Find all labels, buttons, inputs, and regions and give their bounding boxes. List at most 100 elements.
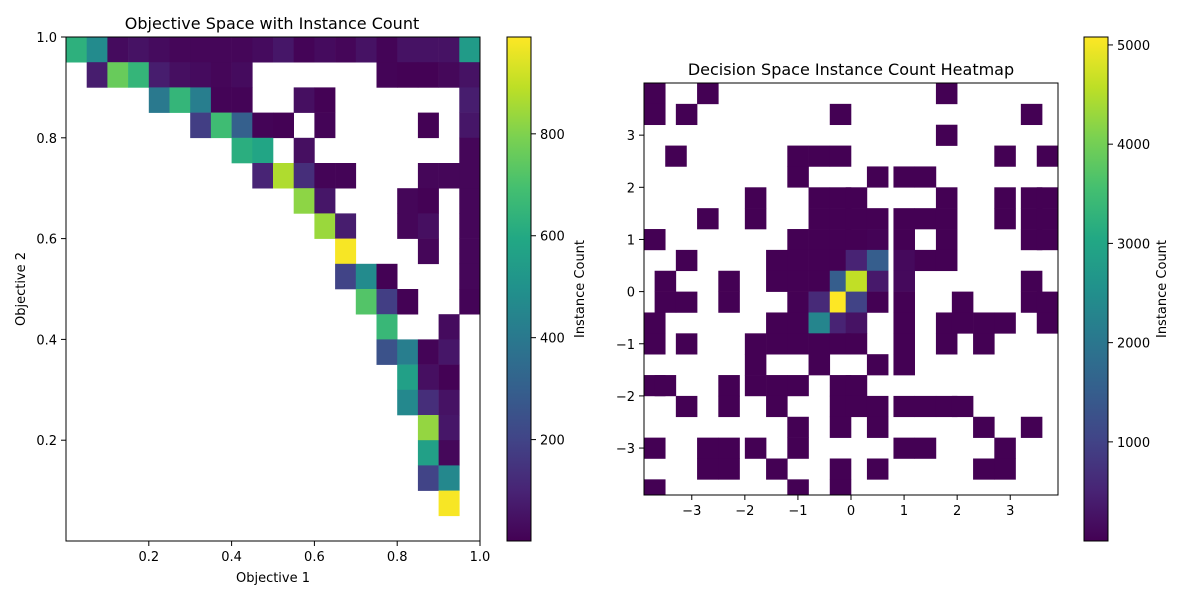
chart-1-cell	[438, 440, 460, 466]
y-tick-label: −1	[616, 338, 635, 353]
chart-2-cell	[866, 229, 889, 251]
chart-2-cell	[935, 249, 958, 272]
chart-2-cell	[1020, 270, 1043, 292]
chart-1-cell	[210, 62, 232, 88]
y-tick-label: 0.8	[36, 132, 57, 147]
chart-1-cell	[376, 314, 398, 340]
chart-1-cell	[148, 37, 170, 63]
x-tick-label: 1.0	[470, 550, 491, 565]
chart-2-cell	[914, 208, 937, 230]
chart-2-cell	[973, 416, 995, 438]
chart-1-cells	[66, 37, 481, 517]
y-tick-label: 0.4	[36, 333, 57, 348]
chart-2-cell	[914, 249, 937, 272]
x-tick-label: 0.8	[387, 550, 408, 565]
chart-2-cell	[866, 166, 889, 188]
chart-1-cell	[86, 37, 108, 63]
chart-2-cells	[644, 83, 1059, 496]
chart-1-cell	[459, 289, 481, 315]
chart-2-cell	[973, 333, 995, 355]
colorbar-2-ticks: 1000 2000 3000 4000 5000	[1108, 39, 1150, 451]
x-tick-label: 2	[953, 504, 961, 519]
colorbar-2-label: Instance Count	[1155, 240, 1170, 338]
chart-2-cell	[808, 333, 831, 355]
x-tick-label: 0.4	[221, 550, 242, 565]
chart-2-cell	[675, 249, 698, 272]
y-tick-label: −2	[616, 390, 635, 405]
chart-2-cell	[845, 291, 868, 313]
chart-2-cell	[829, 145, 852, 167]
chart-1-cell	[417, 389, 439, 416]
y-tick-label: 0.2	[36, 434, 57, 449]
chart-2-cell	[1036, 208, 1059, 230]
chart-2-cell	[935, 187, 958, 209]
chart-1-cell	[417, 339, 439, 365]
x-tick-label: 1	[900, 504, 908, 519]
chart-1-cell	[438, 314, 460, 340]
chart-2-cell	[845, 395, 868, 418]
chart-1-cell	[417, 112, 439, 139]
chart-1-cell	[417, 213, 439, 239]
chart-2-cell	[787, 375, 809, 397]
chart-1-cell	[335, 163, 357, 189]
colorbar-1	[506, 36, 532, 542]
chart-2-cell	[718, 270, 740, 292]
y-tick-label: 3	[627, 129, 635, 144]
chart-2-cell	[1036, 187, 1059, 209]
chart-2-cell	[845, 312, 868, 334]
chart-2-cell	[914, 166, 937, 188]
chart-2-cell	[893, 291, 915, 313]
chart-1-cell	[231, 62, 253, 88]
colorbar-tick-label: 2000	[1117, 337, 1150, 352]
chart-1-cell	[335, 263, 357, 290]
x-tick-label: −1	[788, 504, 807, 519]
chart-1-cell	[397, 339, 419, 365]
chart-1-cell	[335, 238, 357, 265]
chart-2-cell	[718, 395, 740, 418]
chart-1-cell	[86, 62, 108, 88]
chart-1-cell	[417, 238, 439, 265]
chart-2-cell	[845, 208, 868, 230]
chart-2-cell	[1036, 229, 1059, 251]
chart-2-cell	[951, 291, 974, 313]
chart-1-cell	[210, 37, 232, 63]
chart-2-cell	[744, 437, 767, 459]
chart-2-cell	[654, 270, 677, 292]
chart-2-cell	[1036, 291, 1059, 313]
chart-2-cell	[665, 145, 687, 167]
chart-2-cell	[829, 458, 852, 480]
colorbar-tick-label: 5000	[1117, 39, 1150, 54]
chart-1-cell	[148, 62, 170, 88]
chart-2-cell	[829, 103, 852, 126]
chart-2-cell	[845, 375, 868, 397]
chart-1-cell	[459, 87, 481, 113]
chart-1-cell	[459, 137, 481, 164]
chart-2-cell	[787, 312, 809, 334]
chart-2-cell	[787, 416, 809, 438]
chart-1-cell	[438, 364, 460, 391]
chart-1-cell	[128, 37, 150, 63]
colorbar-tick-label: 3000	[1117, 237, 1150, 252]
chart-2-cell	[973, 312, 995, 334]
chart-1-cell	[148, 87, 170, 113]
chart-1-plot-frame	[65, 36, 481, 542]
chart-2-cell	[866, 416, 889, 438]
chart-1-cell	[273, 112, 294, 139]
chart-2-cell	[808, 145, 831, 167]
chart-1-cell	[397, 188, 419, 214]
chart-2-cell	[866, 270, 889, 292]
y-tick-label: 2	[627, 181, 635, 196]
chart-2-cell	[893, 437, 915, 459]
chart-1-cell	[438, 62, 460, 88]
chart-1-cell	[293, 137, 315, 164]
chart-2-cell	[644, 83, 666, 105]
chart-1-cell	[355, 289, 377, 315]
chart-1-cell	[376, 62, 398, 88]
chart-1-cell	[417, 440, 439, 466]
chart-2-cell	[718, 437, 740, 459]
chart-2-cell	[766, 270, 788, 292]
chart-1-cell	[190, 37, 212, 63]
chart-1-cell	[397, 289, 419, 315]
chart-1-cell	[314, 163, 336, 189]
x-tick-label: −2	[735, 504, 754, 519]
